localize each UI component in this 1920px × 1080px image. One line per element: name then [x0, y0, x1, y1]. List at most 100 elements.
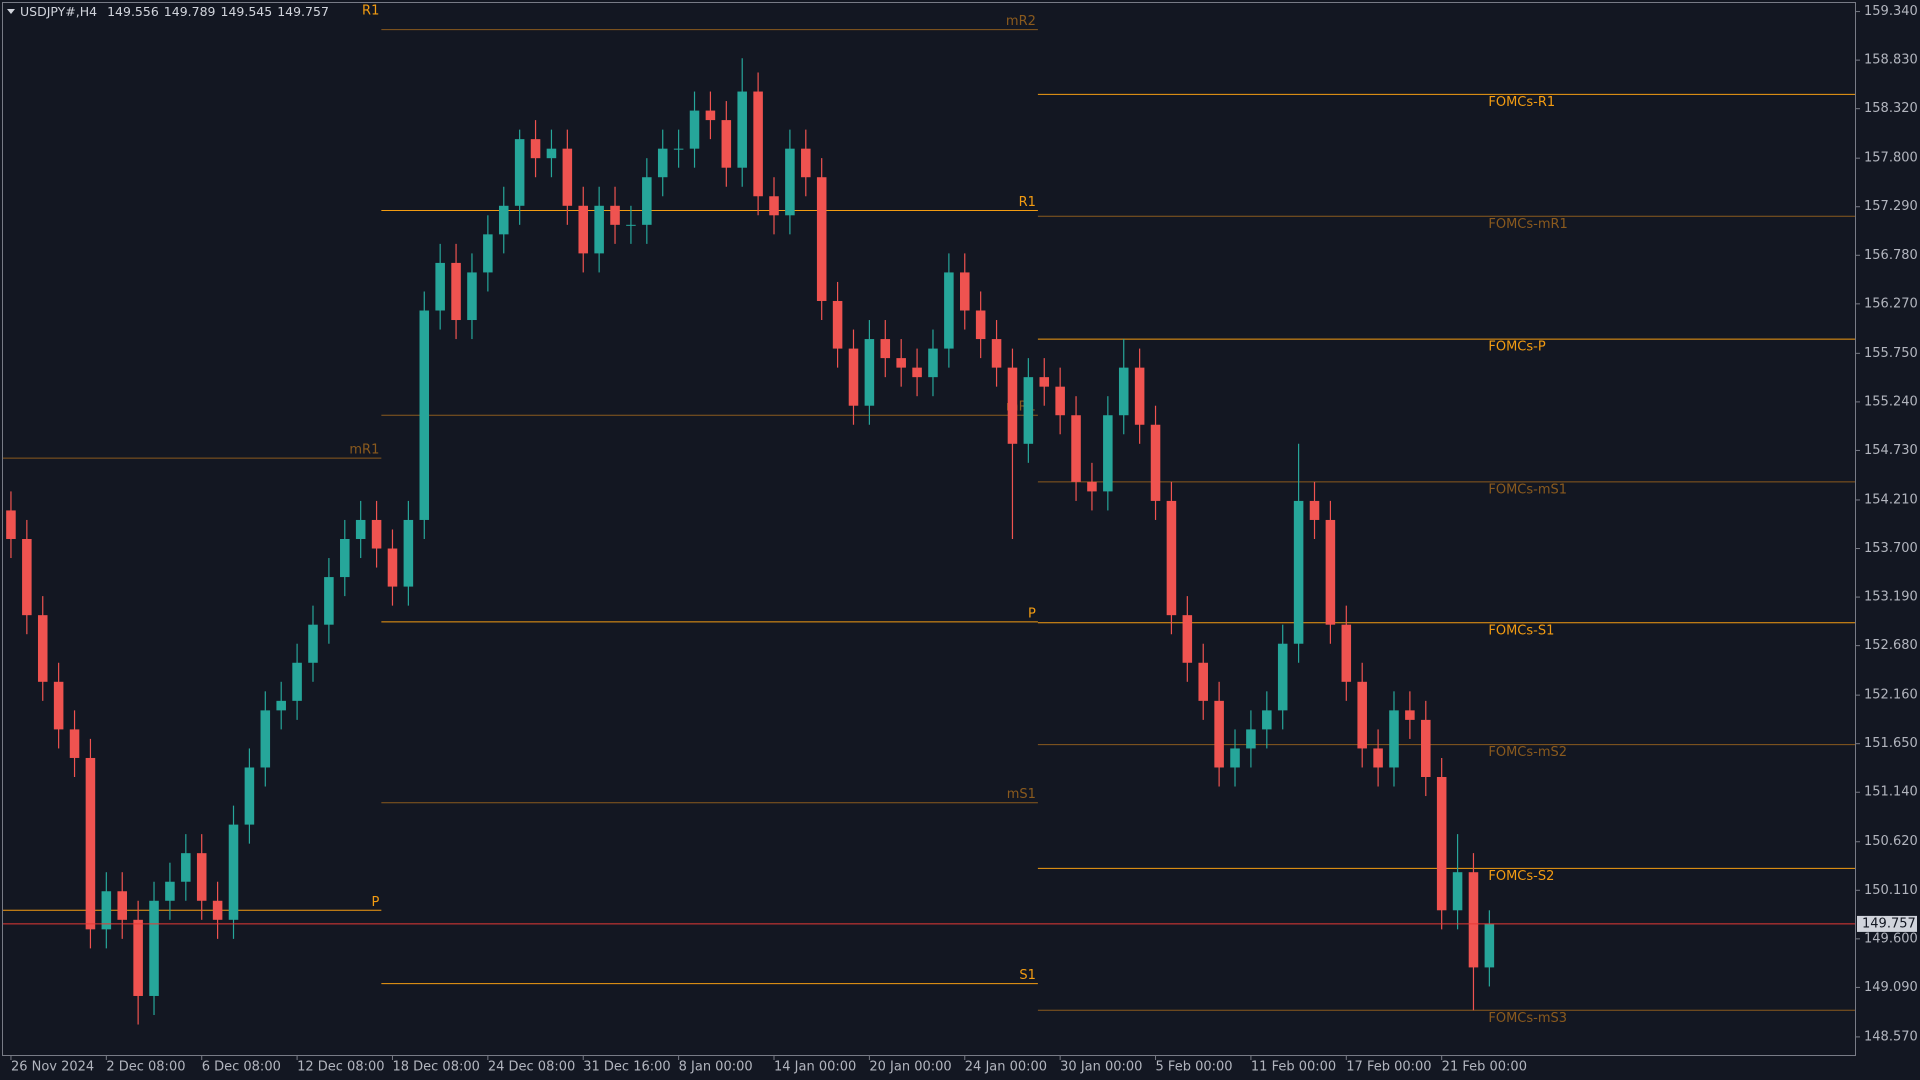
y-tick-label: 149.090 — [1864, 980, 1918, 995]
y-tick-label: 149.600 — [1864, 931, 1918, 946]
candle-body — [594, 205, 604, 254]
candle-body — [1198, 662, 1208, 701]
y-tick-label: 156.780 — [1864, 248, 1918, 263]
candle-body — [1373, 748, 1383, 768]
candle-body — [6, 510, 16, 539]
candle-body — [22, 538, 32, 616]
candle-body — [276, 700, 286, 711]
candle-body — [1055, 386, 1065, 416]
candle-body — [1341, 624, 1352, 682]
candle-body — [244, 767, 255, 825]
level-label: FOMCs-mS1 — [1488, 482, 1567, 497]
level-label: mR2 — [1006, 14, 1036, 29]
level-label: S1 — [1019, 968, 1036, 983]
y-tick-label: 159.340 — [1864, 4, 1918, 19]
y-tick-label: 150.620 — [1864, 834, 1918, 849]
last-price-box — [1857, 915, 1917, 932]
candle-body — [959, 272, 970, 311]
level-label: mS1 — [1007, 787, 1036, 802]
x-tick-label: 18 Dec 08:00 — [392, 1060, 479, 1075]
candle-body — [944, 272, 954, 349]
candle-body — [355, 519, 366, 539]
candle-body — [117, 891, 127, 920]
candle-body — [1325, 519, 1336, 625]
level-label: FOMCs-R1 — [1488, 95, 1555, 110]
candle-body — [1484, 923, 1495, 968]
candle-body — [626, 224, 636, 226]
candles — [6, 58, 1495, 1025]
candle-body — [975, 310, 986, 340]
candle-body — [832, 300, 843, 349]
level-label: FOMCs-mR1 — [1488, 217, 1567, 232]
candle-body — [260, 710, 271, 768]
candle-body — [657, 148, 668, 178]
candle-body — [1452, 872, 1463, 911]
y-tick-label: 151.650 — [1864, 736, 1918, 751]
candle-body — [562, 148, 573, 206]
header-price: 149.545 — [221, 4, 273, 19]
candle-body — [880, 339, 891, 359]
candle-body — [1087, 481, 1097, 492]
candle-body — [1134, 367, 1145, 425]
y-tick-label: 151.140 — [1864, 785, 1918, 800]
candle-body — [801, 148, 811, 178]
candle-body — [769, 196, 779, 216]
candle-body — [1071, 415, 1081, 482]
candle-body — [1262, 710, 1272, 730]
plot-frame — [2, 2, 1856, 1056]
y-tick-label: 152.160 — [1864, 688, 1918, 703]
candle-body — [1023, 377, 1034, 444]
y-tick-label: 158.320 — [1864, 101, 1918, 116]
header-price: 149.789 — [164, 4, 216, 19]
candle-body — [673, 148, 684, 150]
x-tick-label: 12 Dec 08:00 — [297, 1060, 384, 1075]
candle-body — [181, 853, 191, 882]
candle-body — [1309, 500, 1320, 520]
candle-body — [101, 891, 112, 930]
collapse-icon[interactable] — [7, 9, 15, 14]
candle-body — [1103, 415, 1113, 492]
candle-body — [1277, 643, 1288, 711]
candle-body — [896, 358, 906, 368]
x-tick-label: 30 Jan 00:00 — [1060, 1060, 1142, 1075]
x-tick-label: 21 Feb 00:00 — [1442, 1060, 1527, 1075]
candle-body — [1150, 424, 1161, 501]
x-tick-label: 6 Dec 08:00 — [202, 1060, 281, 1075]
x-tick-label: 8 Jan 00:00 — [679, 1060, 753, 1075]
level-label: R1 — [1019, 195, 1036, 210]
candle-body — [578, 205, 589, 254]
candle-body — [1421, 719, 1431, 778]
candle-body — [419, 310, 430, 520]
candle-body — [308, 624, 318, 663]
level-label: FOMCs-P — [1488, 340, 1545, 355]
candle-body — [610, 205, 620, 225]
x-tick-label: 5 Feb 00:00 — [1156, 1060, 1233, 1075]
candle-body — [435, 262, 445, 311]
axes: 159.340 158.830 158.320 157.800 157.290 156.7… — [3, 4, 1918, 1075]
y-tick-label: 156.270 — [1864, 296, 1918, 311]
candle-body — [196, 853, 207, 901]
candle-body — [324, 577, 334, 625]
header-price: 149.556 — [107, 4, 159, 19]
candle-body — [1007, 367, 1018, 444]
candle-body — [785, 148, 795, 216]
candle-body — [165, 881, 175, 901]
candle-body — [530, 139, 541, 159]
symbol-header: USDJPY#,H4 149.556 149.789 149.545 149.757 — [20, 4, 329, 19]
candle-body — [848, 348, 859, 406]
candle-body — [292, 662, 302, 701]
candle-body — [403, 519, 414, 587]
symbol: USDJPY#,H4 — [20, 4, 97, 19]
level-label: FOMCs-S2 — [1488, 869, 1554, 884]
x-tick-label: 20 Jan 00:00 — [869, 1060, 951, 1075]
candle-body — [387, 548, 398, 587]
candle-body — [1039, 377, 1050, 387]
last-price-label: 149.757 — [1862, 916, 1916, 931]
y-tick-label: 158.830 — [1864, 53, 1918, 68]
candle-body — [1468, 872, 1479, 968]
candle-body — [133, 919, 143, 996]
x-tick-label: 24 Jan 00:00 — [965, 1060, 1047, 1075]
candle-body — [753, 91, 763, 197]
y-tick-label: 157.800 — [1864, 151, 1918, 166]
